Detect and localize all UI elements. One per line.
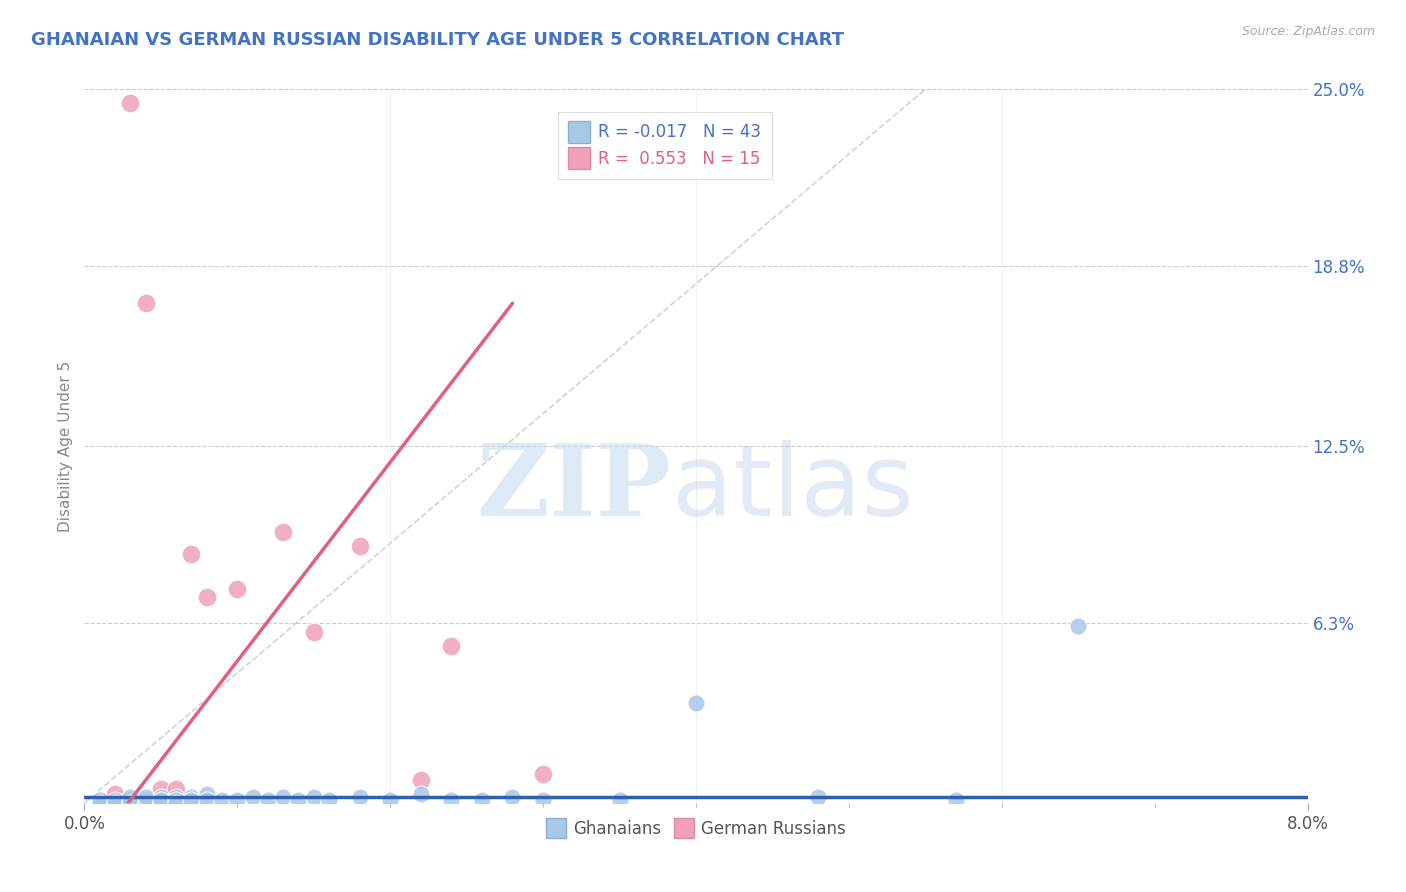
Point bbox=[89, 796, 111, 810]
Point bbox=[502, 790, 524, 805]
Point bbox=[120, 96, 142, 111]
Point bbox=[349, 539, 371, 553]
Point bbox=[165, 793, 187, 807]
Point bbox=[104, 793, 127, 807]
Point bbox=[165, 781, 187, 796]
Point bbox=[135, 793, 157, 807]
Point bbox=[149, 790, 172, 805]
Point bbox=[149, 793, 172, 807]
Point bbox=[135, 296, 157, 310]
Point bbox=[89, 796, 111, 810]
Point bbox=[211, 793, 233, 807]
Point bbox=[120, 790, 142, 805]
Text: atlas: atlas bbox=[672, 441, 912, 537]
Point bbox=[120, 796, 142, 810]
Point bbox=[104, 796, 127, 810]
Point bbox=[271, 790, 294, 805]
Point bbox=[257, 793, 280, 807]
Point bbox=[685, 696, 707, 710]
Point bbox=[1067, 619, 1090, 633]
Point bbox=[318, 793, 340, 807]
Point bbox=[302, 790, 325, 805]
Point bbox=[226, 793, 249, 807]
Point bbox=[104, 787, 127, 801]
Point bbox=[149, 796, 172, 810]
Point bbox=[135, 790, 157, 805]
Point bbox=[180, 793, 202, 807]
Point bbox=[180, 790, 202, 805]
Y-axis label: Disability Age Under 5: Disability Age Under 5 bbox=[58, 360, 73, 532]
Point bbox=[195, 793, 218, 807]
Point bbox=[609, 793, 631, 807]
Point bbox=[807, 790, 830, 805]
Text: ZIP: ZIP bbox=[477, 441, 672, 537]
Point bbox=[180, 548, 202, 562]
Point bbox=[409, 787, 432, 801]
Point bbox=[120, 796, 142, 810]
Legend: Ghanaians, German Russians: Ghanaians, German Russians bbox=[540, 814, 852, 845]
Point bbox=[104, 796, 127, 810]
Point bbox=[165, 790, 187, 805]
Text: Source: ZipAtlas.com: Source: ZipAtlas.com bbox=[1241, 25, 1375, 38]
Point bbox=[349, 790, 371, 805]
Point bbox=[440, 793, 463, 807]
Point bbox=[242, 790, 264, 805]
Point bbox=[165, 796, 187, 810]
Point bbox=[287, 793, 309, 807]
Point bbox=[440, 639, 463, 653]
Point bbox=[195, 591, 218, 605]
Point bbox=[135, 796, 157, 810]
Point bbox=[945, 793, 967, 807]
Point bbox=[271, 524, 294, 539]
Point bbox=[471, 793, 494, 807]
Point bbox=[89, 793, 111, 807]
Point bbox=[409, 772, 432, 787]
Point bbox=[302, 624, 325, 639]
Point bbox=[226, 582, 249, 596]
Point bbox=[149, 781, 172, 796]
Point bbox=[195, 787, 218, 801]
Text: GHANAIAN VS GERMAN RUSSIAN DISABILITY AGE UNDER 5 CORRELATION CHART: GHANAIAN VS GERMAN RUSSIAN DISABILITY AG… bbox=[31, 31, 844, 49]
Point bbox=[89, 793, 111, 807]
Point bbox=[531, 793, 554, 807]
Point bbox=[531, 767, 554, 781]
Point bbox=[120, 793, 142, 807]
Point bbox=[380, 793, 402, 807]
